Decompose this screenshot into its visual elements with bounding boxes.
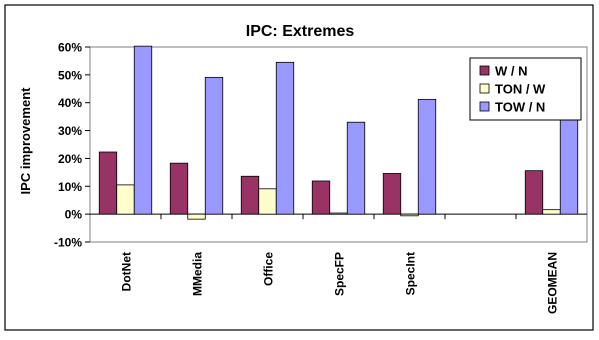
y-tick-label: 20% <box>58 152 82 166</box>
legend: W / N TON / W TOW / N <box>469 57 582 121</box>
bar <box>346 121 366 215</box>
legend-label: W / N <box>495 64 528 79</box>
legend-swatch <box>479 83 490 94</box>
x-tick-label: DotNet <box>120 252 134 291</box>
bar <box>240 175 260 215</box>
legend-label: TOW / N <box>495 100 545 115</box>
legend-swatch <box>479 65 490 76</box>
x-tick-label: Office <box>262 252 276 286</box>
bar <box>400 213 419 217</box>
y-tick-label: 30% <box>58 124 82 138</box>
bar <box>116 184 135 215</box>
x-tick-label: GEOMEAN <box>546 252 560 314</box>
y-tick-label: 0% <box>65 208 83 222</box>
chart-title: IPC: Extremes <box>246 23 355 40</box>
bar <box>524 170 544 215</box>
bar <box>329 212 348 215</box>
y-tick-label: 60% <box>58 41 82 55</box>
bar <box>311 180 331 215</box>
y-tick-label: 40% <box>58 96 82 110</box>
y-tick-label: 10% <box>58 180 82 194</box>
bar <box>187 213 206 220</box>
y-axis-label: IPC improvement <box>18 87 33 195</box>
y-tick-label: 50% <box>58 68 82 82</box>
bar <box>133 45 153 215</box>
bar <box>542 209 561 215</box>
bar <box>169 162 189 215</box>
bar <box>382 173 402 215</box>
legend-swatch <box>479 101 490 112</box>
x-tick-label: SpecInt <box>404 252 418 295</box>
bar <box>204 76 224 215</box>
bar <box>275 61 295 215</box>
y-tick-label: -10% <box>54 236 82 250</box>
bar <box>417 98 437 215</box>
legend-label: TON / W <box>495 82 546 97</box>
bar <box>98 151 118 215</box>
bar <box>258 188 277 215</box>
x-tick-label: MMedia <box>191 252 205 296</box>
x-tick-label: SpecFP <box>333 252 347 296</box>
